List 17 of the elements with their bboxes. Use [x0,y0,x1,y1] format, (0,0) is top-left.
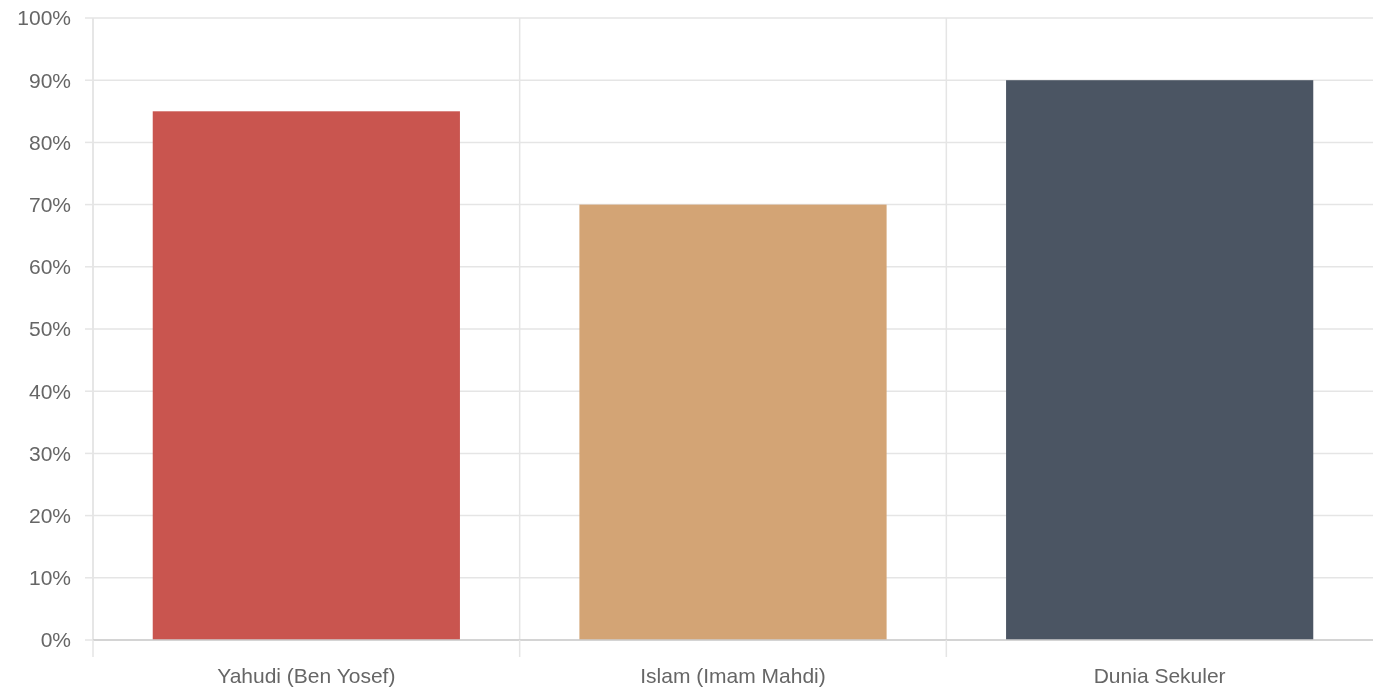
bar [579,204,887,640]
y-tick-label: 20% [28,503,71,527]
y-tick-label: 90% [28,68,71,92]
x-tick-label: Islam (Imam Mahdi) [640,664,826,688]
y-tick-label: 100% [17,6,71,30]
y-tick-label: 40% [28,379,71,403]
bar [1006,80,1314,640]
y-tick-label: 0% [40,628,71,652]
y-tick-label: 30% [28,441,71,465]
y-tick-label: 70% [28,192,71,216]
x-tick-label: Yahudi (Ben Yosef) [217,664,396,688]
y-tick-label: 10% [28,566,71,590]
y-tick-label: 60% [28,255,71,279]
x-tick-label: Dunia Sekuler [1093,664,1226,688]
y-tick-label: 80% [28,130,71,154]
bar [152,111,460,640]
y-tick-label: 50% [28,317,71,341]
